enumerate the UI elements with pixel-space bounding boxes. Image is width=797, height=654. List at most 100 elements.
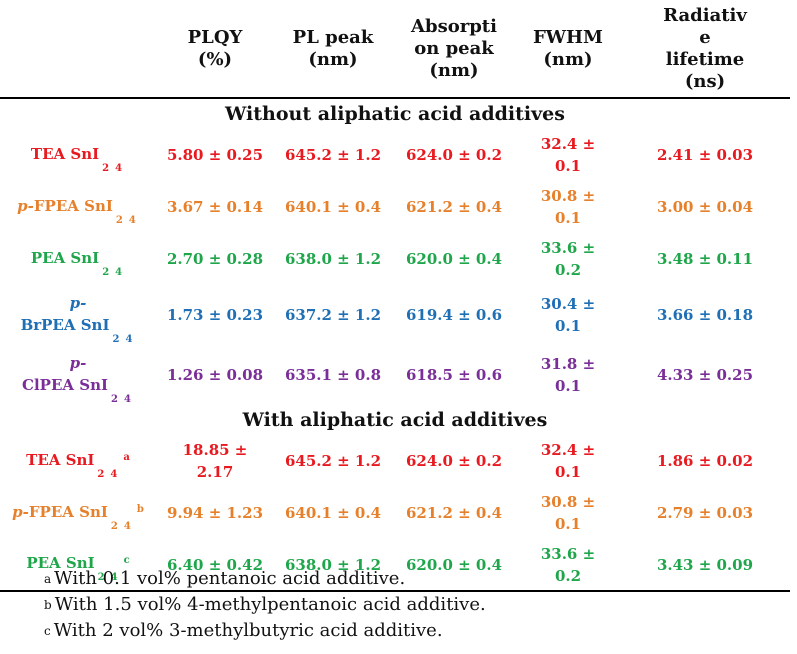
cell-value: 624.0 ± 0.2 [405, 452, 503, 470]
footnote-text: With 2 vol% 3-methylbutyric acid additiv… [53, 620, 443, 641]
cell-pl: 640.1 ± 0.4 [274, 487, 392, 539]
subscript: 2 [111, 393, 118, 405]
cell-value: 5.80 ± 0.25 [166, 146, 264, 164]
cell-value: 645.2 ± 1.2 [284, 452, 382, 470]
cell-value: 2.79 ± 0.03 [656, 504, 754, 522]
sample-formula: FPEA SnI [28, 502, 108, 521]
cell-value: 620.0 ± 0.4 [405, 555, 503, 574]
subscript: 2 [112, 333, 120, 345]
sample-name: p-FPEA SnI2 4 [0, 181, 156, 233]
table-row: p-FPEA SnI2 4 3.67 ± 0.14 640.1 ± 0.4 621.2 … [0, 181, 790, 233]
table-row: p- ClPEA SnI2 4 1.26 ± 0.08 635.1 ± 0.8 618.5… [0, 345, 790, 405]
header-absorption-peak: Absorpti on peak (nm) [392, 0, 516, 99]
subscript: 2 [97, 468, 105, 480]
cell-life: 2.79 ± 0.03 [620, 487, 790, 539]
cell-value: 3.43 ± 0.09 [656, 555, 754, 574]
cell-fwhm: 30.8 ± 0.1 [516, 181, 620, 233]
table-row: PEA SnI2 4c 6.40 ± 0.42 638.0 ± 1.2 620.0 ± … [0, 539, 790, 591]
cell-abs: 624.0 ± 0.2 [392, 435, 516, 487]
cell-life: 3.43 ± 0.09 [620, 539, 790, 591]
cell-value: 1.26 ± 0.08 [166, 366, 264, 384]
cell-value: 1.86 ± 0.02 [656, 452, 754, 470]
subscript: 2 [102, 266, 110, 278]
cell-pl: 635.1 ± 0.8 [274, 345, 392, 405]
cell-plqy: 3.67 ± 0.14 [156, 181, 274, 233]
sample-name: TEA SnI2 4 [0, 129, 156, 181]
table-row: TEA SnI2 4a 18.85 ± 2.17 645.2 ± 1.2 624.0 ±… [0, 435, 790, 487]
table-body: Without aliphatic acid additives TEA SnI2… [0, 98, 790, 591]
header-radiative-lifetime: Radiativ e lifetime (ns) [620, 0, 790, 99]
cell-pl: 645.2 ± 1.2 [274, 435, 392, 487]
footnotes: a With 0.1 vol% pentanoic acid additive. b… [44, 566, 486, 644]
footnote: a With 0.1 vol% pentanoic acid additive. [44, 566, 486, 592]
cell-fwhm: 33.6 ± 0.2 [516, 233, 620, 285]
cell-value: 30.8 ± 0.1 [540, 493, 596, 533]
properties-table: PLQY (%) PL peak (nm) Absorpti on peak (nm) … [0, 0, 790, 591]
cell-life: 4.33 ± 0.25 [620, 345, 790, 405]
cell-value: 618.5 ± 0.6 [405, 366, 503, 384]
sample-prefix: p- [69, 353, 87, 372]
footnote-marker: c [44, 624, 51, 638]
cell-pl: 645.2 ± 1.2 [274, 129, 392, 181]
cell-value: 619.4 ± 0.6 [405, 306, 503, 324]
cell-value: 2.41 ± 0.03 [656, 146, 754, 164]
cell-value: 32.4 ± 0.1 [540, 135, 596, 175]
footnote-marker: b [44, 598, 52, 612]
subscript: 2 [97, 572, 105, 583]
footnote-mark: b [136, 503, 144, 515]
cell-abs: 620.0 ± 0.4 [392, 233, 516, 285]
cell-value: 30.8 ± 0.1 [540, 187, 596, 227]
cell-life: 3.66 ± 0.18 [620, 285, 790, 345]
subscript: 4 [110, 572, 118, 583]
cell-fwhm: 33.6 ± 0.2 [516, 539, 620, 591]
subscript: 4 [115, 266, 123, 278]
sample-prefix: p- [17, 196, 34, 215]
section-title: Without aliphatic acid additives [225, 103, 565, 125]
footnote-text: With 0.1 vol% pentanoic acid additive. [54, 568, 406, 589]
table-row: p-FPEA SnI2 4b 9.94 ± 1.23 640.1 ± 0.4 621.2… [0, 487, 790, 539]
subscript: 4 [123, 393, 131, 405]
cell-life: 3.00 ± 0.04 [620, 181, 790, 233]
footnote: c With 2 vol% 3-methylbutyric acid additi… [44, 618, 486, 644]
cell-fwhm: 30.8 ± 0.1 [516, 487, 620, 539]
sample-formula: BrPEA SnI [20, 315, 110, 334]
header-row: PLQY (%) PL peak (nm) Absorpti on peak (nm) … [0, 0, 790, 99]
cell-value: 645.2 ± 1.2 [284, 146, 382, 164]
sample-name: p- ClPEA SnI2 4 [0, 345, 156, 405]
cell-plqy: 18.85 ± 2.17 [156, 435, 274, 487]
cell-fwhm: 32.4 ± 0.1 [516, 435, 620, 487]
section-header-row: With aliphatic acid additives [0, 405, 790, 435]
cell-value: 640.1 ± 0.4 [284, 504, 382, 522]
cell-value: 4.33 ± 0.25 [656, 366, 754, 384]
cell-fwhm: 32.4 ± 0.1 [516, 129, 620, 181]
cell-abs: 620.0 ± 0.4 [392, 539, 516, 591]
cell-value: 2.70 ± 0.28 [166, 250, 264, 268]
footnote-mark: c [123, 555, 130, 566]
sample-name: p- BrPEA SnI2 4 [0, 285, 156, 345]
cell-value: 18.85 ± 2.17 [182, 441, 248, 481]
footnote-text: With 1.5 vol% 4-methylpentanoic acid add… [54, 594, 486, 615]
sample-prefix: p- [12, 502, 29, 521]
subscript: 2 [110, 520, 118, 532]
footnote-mark: a [123, 451, 130, 463]
subscript: 4 [128, 214, 136, 226]
sample-name: PEA SnI2 4 [0, 233, 156, 285]
cell-value: 31.8 ± 0.1 [540, 355, 596, 395]
cell-value: 640.1 ± 0.4 [284, 198, 382, 216]
cell-value: 32.4 ± 0.1 [540, 441, 596, 481]
table-row: PEA SnI2 4 2.70 ± 0.28 638.0 ± 1.2 620.0 ± 0… [0, 233, 790, 285]
cell-value: 620.0 ± 0.4 [405, 250, 503, 268]
table-row: p- BrPEA SnI2 4 1.73 ± 0.23 637.2 ± 1.2 619.4… [0, 285, 790, 345]
cell-value: 6.40 ± 0.42 [166, 555, 264, 574]
cell-value: 30.4 ± 0.1 [540, 295, 596, 335]
subscript: 4 [125, 333, 133, 345]
sample-formula: TEA SnI [30, 144, 100, 163]
cell-value: 624.0 ± 0.2 [405, 146, 503, 164]
cell-value: 33.6 ± 0.2 [540, 239, 596, 279]
cell-pl: 637.2 ± 1.2 [274, 285, 392, 345]
sample-formula: FPEA SnI [33, 196, 113, 215]
sample-formula: TEA SnI [26, 450, 95, 469]
section-title: With aliphatic acid additives [242, 409, 548, 431]
subscript: 4 [123, 520, 131, 532]
cell-plqy: 5.80 ± 0.25 [156, 129, 274, 181]
